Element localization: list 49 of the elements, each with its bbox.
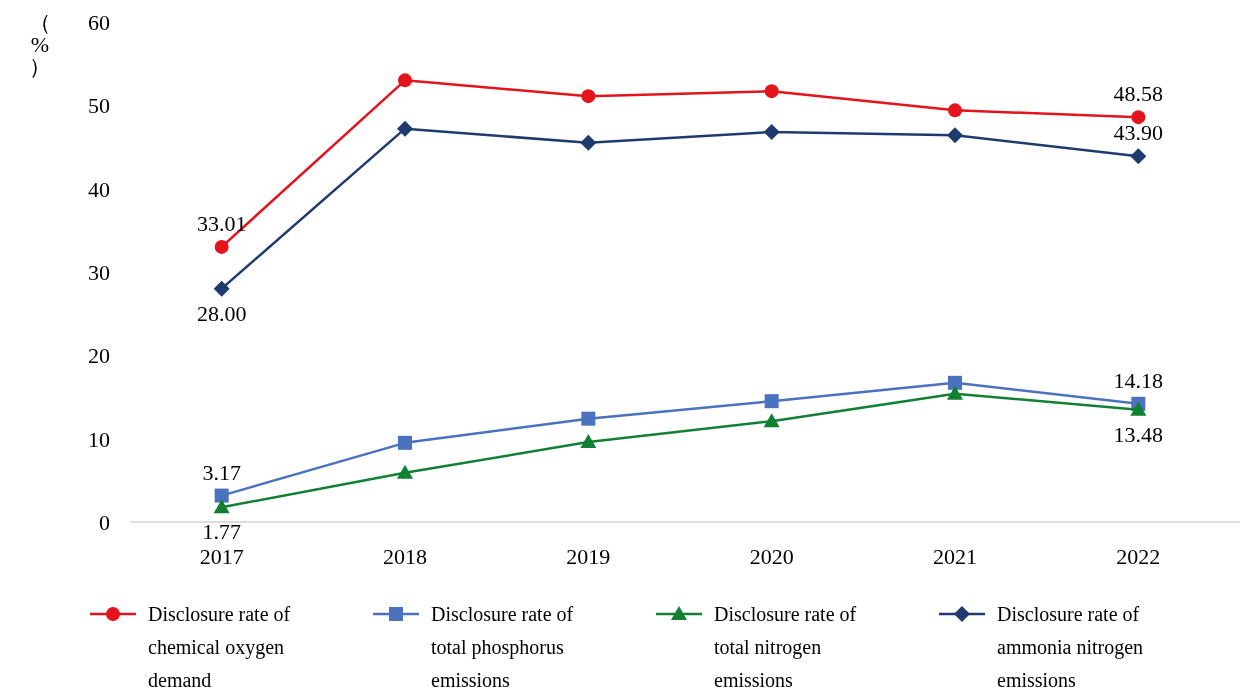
data-label: 3.17 (202, 459, 241, 485)
point (580, 434, 597, 448)
point (214, 239, 229, 254)
point (213, 280, 230, 297)
legend-label: Disclosure rate of ammonia nitrogen emissions (997, 603, 1144, 691)
data-label: 13.48 (1113, 421, 1164, 447)
y-tick-label: 10 (88, 426, 110, 452)
x-tick-label: 2019 (566, 544, 611, 569)
y-tick-label: 60 (88, 10, 110, 35)
point (763, 413, 780, 428)
data-label: 48.58 (1113, 81, 1164, 107)
point (213, 499, 230, 514)
y-tick-label: 40 (88, 176, 110, 202)
x-tick-label: 2020 (749, 544, 794, 569)
point (948, 375, 962, 390)
point (947, 385, 963, 400)
point (581, 89, 596, 104)
point (581, 411, 596, 426)
point (948, 103, 962, 118)
point (764, 394, 779, 409)
point (397, 464, 413, 479)
x-tick-label: 2017 (199, 544, 244, 569)
y-tick-label: 0 (99, 510, 110, 535)
point (947, 127, 963, 144)
point (763, 124, 780, 140)
y-axis-title: （%） (29, 10, 51, 79)
y-tick-label: 30 (88, 260, 110, 285)
legend-label: Disclosure rate of chemical oxygen demand (148, 603, 291, 691)
point (398, 435, 412, 450)
y-tick-label: 50 (88, 93, 110, 119)
data-label: 14.18 (1113, 367, 1164, 393)
data-label: 1.77 (202, 519, 241, 545)
data-label: 28.00 (196, 300, 247, 326)
data-label: 43.90 (1113, 120, 1164, 146)
legend-label: Disclosure rate of total nitrogen emissions (714, 603, 857, 691)
data-label: 33.01 (196, 210, 247, 236)
point (398, 73, 412, 88)
point (580, 134, 597, 151)
x-tick-label: 2018 (383, 544, 427, 569)
point (397, 120, 413, 137)
point (1131, 110, 1146, 125)
point (214, 488, 229, 503)
legend-label: Disclosure rate of total phosphorus emissions (431, 603, 574, 691)
y-tick-label: 20 (88, 343, 110, 369)
x-tick-label: 2022 (1116, 544, 1161, 569)
x-tick-label: 2021 (933, 544, 977, 569)
point (1130, 401, 1147, 416)
point (764, 84, 779, 99)
point (1130, 148, 1147, 165)
